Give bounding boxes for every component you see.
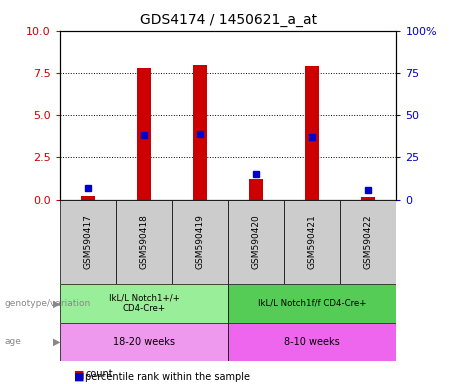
Bar: [228, 323, 396, 361]
Text: ■: ■: [74, 372, 84, 382]
Text: genotype/variation: genotype/variation: [5, 299, 91, 308]
Bar: [284, 200, 340, 284]
Text: IkL/L Notch1+/+
CD4-Cre+: IkL/L Notch1+/+ CD4-Cre+: [109, 293, 179, 313]
Bar: [305, 66, 319, 200]
Text: GSM590419: GSM590419: [195, 215, 205, 269]
Bar: [137, 68, 151, 200]
Text: ■: ■: [74, 369, 84, 379]
Bar: [361, 197, 375, 200]
Text: GSM590422: GSM590422: [364, 215, 373, 269]
Bar: [60, 284, 228, 323]
Text: count: count: [85, 369, 113, 379]
Bar: [228, 284, 396, 323]
Text: GSM590421: GSM590421: [308, 215, 317, 269]
Text: 18-20 weeks: 18-20 weeks: [113, 337, 175, 347]
Bar: [172, 200, 228, 284]
Bar: [60, 323, 228, 361]
Text: age: age: [5, 337, 22, 346]
Title: GDS4174 / 1450621_a_at: GDS4174 / 1450621_a_at: [140, 13, 317, 27]
Text: GSM590418: GSM590418: [140, 215, 148, 269]
Text: ▶: ▶: [53, 337, 60, 347]
Text: IkL/L Notch1f/f CD4-Cre+: IkL/L Notch1f/f CD4-Cre+: [258, 299, 366, 308]
Bar: [228, 200, 284, 284]
Bar: [116, 200, 172, 284]
Text: GSM590420: GSM590420: [252, 215, 261, 269]
Text: percentile rank within the sample: percentile rank within the sample: [85, 372, 250, 382]
Text: ▶: ▶: [53, 298, 60, 308]
Bar: [60, 200, 116, 284]
Text: 8-10 weeks: 8-10 weeks: [284, 337, 340, 347]
Bar: [193, 65, 207, 200]
Bar: [249, 179, 263, 200]
Text: GSM590417: GSM590417: [83, 215, 93, 269]
Bar: [81, 196, 95, 200]
Bar: [340, 200, 396, 284]
